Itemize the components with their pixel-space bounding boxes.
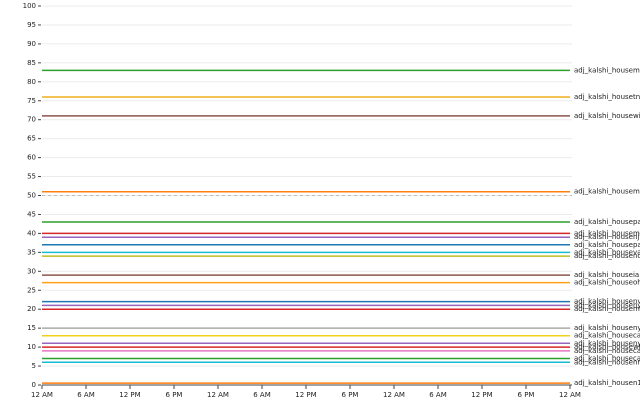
series-label: adj_kalshi_houseoh1 bbox=[574, 279, 640, 287]
y-tick-label: 90 bbox=[27, 40, 36, 48]
series-label: adj_kalshi_houseny1 bbox=[574, 324, 640, 332]
series-label: adj_kalshi_housemi10 bbox=[574, 188, 640, 196]
y-tick-label: 80 bbox=[27, 78, 36, 86]
series-label: adj_kalshi_housenc1 bbox=[574, 252, 640, 260]
series-label: adj_kalshi_housewi1_ bbox=[574, 112, 640, 120]
x-tick-label: 6 PM bbox=[518, 391, 535, 399]
series-label: adj_kalshi_housen1 bbox=[574, 379, 640, 387]
series-label: adj_kalshi_houseny bbox=[574, 339, 640, 347]
y-tick-label: 85 bbox=[27, 59, 36, 67]
y-tick-label: 10 bbox=[27, 343, 36, 351]
x-tick-label: 12 PM bbox=[295, 391, 316, 399]
x-tick-label: 6 AM bbox=[77, 391, 95, 399]
y-tick-label: 60 bbox=[27, 154, 36, 162]
series-label: adj_kalshi_houseva2 bbox=[574, 248, 640, 256]
x-tick-label: 12 PM bbox=[471, 391, 492, 399]
x-tick-label: 12 AM bbox=[31, 391, 53, 399]
y-tick-label: 70 bbox=[27, 116, 36, 124]
x-tick-label: 12 AM bbox=[207, 391, 229, 399]
series-label: adj_kalshi_houseny3 bbox=[574, 301, 640, 309]
y-tick-label: 0 bbox=[32, 381, 36, 389]
series-label: adj_kalshi_houseca45 bbox=[574, 347, 640, 355]
x-tick-label: 6 AM bbox=[429, 391, 447, 399]
series-label: adj_kalshi_housewi3 bbox=[574, 343, 640, 351]
series-label: adj_kalshi_housemi bbox=[574, 229, 640, 237]
y-tick-label: 15 bbox=[27, 324, 36, 332]
y-tick-label: 95 bbox=[27, 21, 36, 29]
series-label: adj_kalshi_housenm2 bbox=[574, 358, 640, 366]
series-label: adj_kalshi_housepa7 bbox=[574, 241, 640, 249]
series-label: adj_kalshi_housemt1 bbox=[574, 66, 640, 74]
y-tick-label: 40 bbox=[27, 229, 36, 237]
y-tick-label: 65 bbox=[27, 135, 36, 143]
y-tick-label: 50 bbox=[27, 192, 36, 200]
y-tick-label: 5 bbox=[32, 362, 36, 370]
series-label: adj_kalshi_houseia1_ bbox=[574, 271, 640, 279]
x-tick-label: 6 AM bbox=[253, 391, 271, 399]
series-label: adj_kalshi_housenv4 bbox=[574, 298, 640, 306]
series-label: adj_kalshi_housenj bbox=[574, 233, 639, 241]
series-label: adj_kalshi_houseca4 bbox=[574, 332, 640, 340]
series-label: adj_kalshi_housepa8 bbox=[574, 218, 640, 226]
x-tick-label: 12 AM bbox=[559, 391, 581, 399]
x-tick-label: 12 PM bbox=[119, 391, 140, 399]
y-tick-label: 35 bbox=[27, 248, 36, 256]
y-tick-label: 100 bbox=[23, 2, 36, 10]
series-label: adj_kalshi_housemi8 bbox=[574, 305, 640, 313]
x-tick-label: 12 AM bbox=[383, 391, 405, 399]
y-tick-label: 45 bbox=[27, 210, 36, 218]
y-tick-label: 25 bbox=[27, 286, 36, 294]
x-tick-label: 6 PM bbox=[166, 391, 183, 399]
series-label: adj_kalshi_housetn7 bbox=[574, 93, 640, 101]
x-tick-label: 6 PM bbox=[342, 391, 359, 399]
y-tick-label: 30 bbox=[27, 267, 36, 275]
y-tick-label: 20 bbox=[27, 305, 36, 313]
y-tick-label: 75 bbox=[27, 97, 36, 105]
series-label: adj_kalshi_houseca2 bbox=[574, 354, 640, 362]
y-tick-label: 55 bbox=[27, 173, 36, 181]
